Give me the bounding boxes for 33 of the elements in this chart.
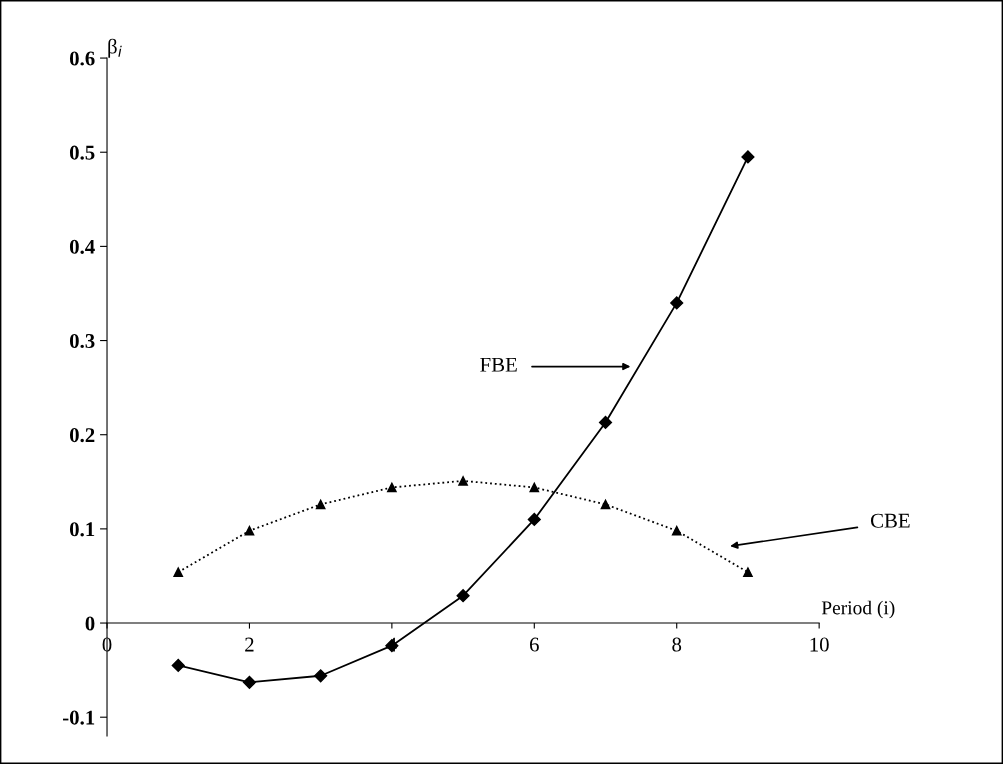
point [171, 658, 185, 673]
point [387, 482, 397, 493]
point [527, 512, 541, 527]
y-axis-title: β$_{i}$ [108, 38, 122, 58]
point [242, 675, 257, 689]
x-tick-label: 6 [529, 637, 539, 652]
y-tick-label: -0.1 [63, 710, 95, 725]
point [600, 499, 611, 510]
x-tick-label: 8 [672, 637, 682, 652]
annotation: FBE [480, 357, 517, 372]
point [458, 475, 468, 486]
point [529, 482, 540, 493]
text: CBE [870, 513, 910, 528]
point [315, 499, 326, 510]
point [743, 567, 753, 578]
point [741, 150, 755, 164]
point [244, 525, 255, 536]
point [173, 567, 184, 578]
y-tick-label: 0.5 [69, 145, 95, 160]
y-tick-label: 0.6 [69, 51, 95, 66]
y-tick-label: 0 [85, 616, 95, 631]
point [670, 296, 684, 310]
y-tick-label: 0.2 [69, 428, 95, 443]
point [314, 669, 328, 683]
x-tick-label: 10 [810, 637, 829, 652]
point [598, 415, 613, 430]
point [671, 525, 682, 536]
x-tick-label: 2 [245, 637, 254, 652]
y-tick-label: 0.3 [69, 333, 95, 349]
y-tick-label: 0.4 [69, 239, 95, 254]
x-axis-title: Period (i) [821, 600, 895, 619]
point [456, 589, 470, 603]
y-tick-label: 0.1 [69, 522, 95, 537]
